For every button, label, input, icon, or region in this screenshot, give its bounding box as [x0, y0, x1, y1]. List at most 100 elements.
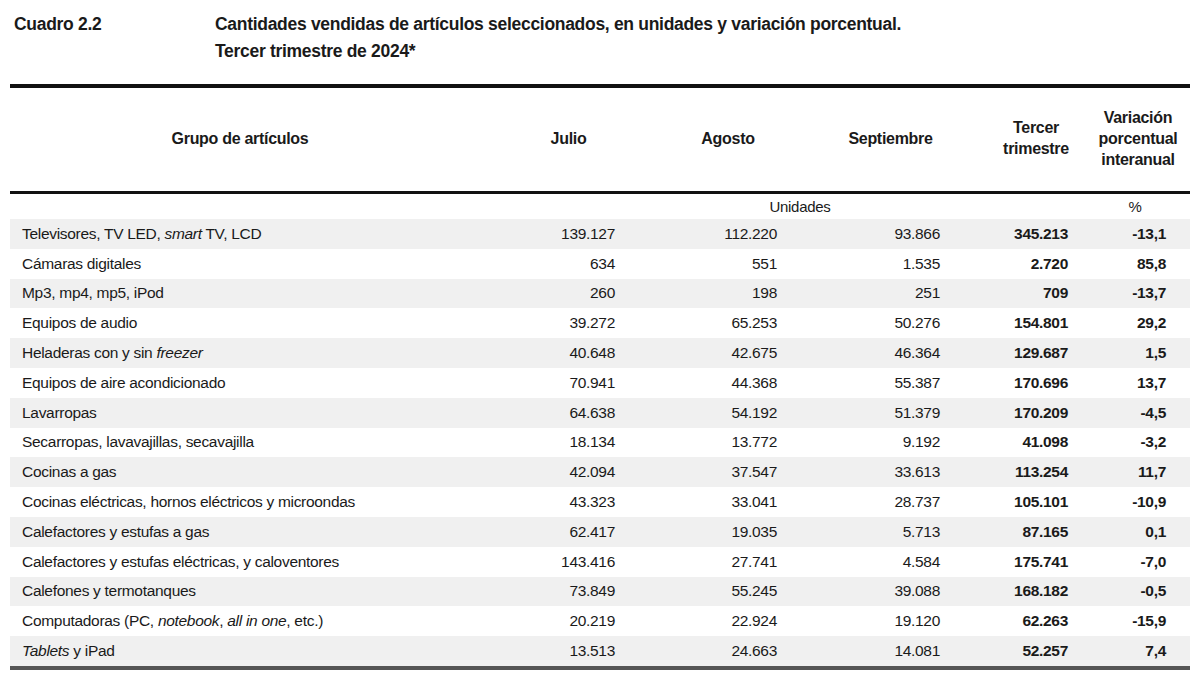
julio-value: 139.127: [470, 219, 627, 249]
trimestre-value: 2.720: [952, 249, 1080, 279]
trimestre-value: 52.257: [952, 636, 1080, 666]
julio-value: 62.417: [470, 517, 627, 547]
septiembre-value: 28.737: [789, 487, 952, 517]
table-row: Cocinas a gas 42.094 37.547 33.613 113.2…: [10, 457, 1190, 487]
article-label: Calefactores y estufas eléctricas, y cal…: [10, 547, 470, 577]
julio-value: 260: [470, 279, 627, 309]
table-row: Equipos de audio 39.272 65.253 50.276 15…: [10, 308, 1190, 338]
table-row: Equipos de aire acondicionado 70.941 44.…: [10, 368, 1190, 398]
trimestre-value: 129.687: [952, 338, 1080, 368]
julio-value: 20.219: [470, 606, 627, 636]
table-row: Tablets y iPad 13.513 24.663 14.081 52.2…: [10, 636, 1190, 666]
julio-value: 39.272: [470, 308, 627, 338]
agosto-value: 55.245: [627, 577, 789, 607]
trimestre-value: 168.182: [952, 577, 1080, 607]
variacion-value: -10,9: [1080, 487, 1190, 517]
agosto-value: 42.675: [627, 338, 789, 368]
septiembre-value: 19.120: [789, 606, 952, 636]
units-subheader-row: Unidades %: [10, 192, 1190, 219]
trimestre-value: 170.209: [952, 398, 1080, 428]
septiembre-value: 55.387: [789, 368, 952, 398]
septiembre-value: 33.613: [789, 457, 952, 487]
septiembre-value: 46.364: [789, 338, 952, 368]
table-title-line2: Tercer trimestre de 2024*: [215, 38, 1186, 65]
trimestre-value: 113.254: [952, 457, 1080, 487]
units-label: Unidades: [470, 192, 1080, 219]
table-title: Cantidades vendidas de artículos selecci…: [215, 11, 1186, 65]
variacion-value: -0,5: [1080, 577, 1190, 607]
agosto-value: 22.924: [627, 606, 789, 636]
agosto-value: 37.547: [627, 457, 789, 487]
table-row: Secarropas, lavavajillas, secavajilla 18…: [10, 428, 1190, 458]
agosto-value: 551: [627, 249, 789, 279]
julio-value: 73.849: [470, 577, 627, 607]
article-label: Mp3, mp4, mp5, iPod: [10, 279, 470, 309]
agosto-value: 198: [627, 279, 789, 309]
table-row: Cocinas eléctricas, hornos eléctricos y …: [10, 487, 1190, 517]
septiembre-value: 5.713: [789, 517, 952, 547]
variacion-value: 0,1: [1080, 517, 1190, 547]
variacion-value: 29,2: [1080, 308, 1190, 338]
statistical-table-page: Cuadro 2.2 Cantidades vendidas de artícu…: [0, 0, 1200, 675]
units-empty-cell: [10, 192, 470, 219]
table-row: Computadoras (PC, notebook, all in one, …: [10, 606, 1190, 636]
article-label: Televisores, TV LED, smart TV, LCD: [10, 219, 470, 249]
agosto-value: 112.220: [627, 219, 789, 249]
agosto-value: 54.192: [627, 398, 789, 428]
bottom-rule: [10, 666, 1190, 670]
variacion-value: -13,7: [1080, 279, 1190, 309]
julio-value: 64.638: [470, 398, 627, 428]
variacion-value: -13,1: [1080, 219, 1190, 249]
variacion-value: -4,5: [1080, 398, 1190, 428]
column-header-septiembre: Septiembre: [789, 88, 952, 192]
variacion-value: 7,4: [1080, 636, 1190, 666]
julio-value: 42.094: [470, 457, 627, 487]
article-label: Equipos de aire acondicionado: [10, 368, 470, 398]
julio-value: 70.941: [470, 368, 627, 398]
julio-value: 18.134: [470, 428, 627, 458]
article-label: Calefactores y estufas a gas: [10, 517, 470, 547]
julio-value: 40.648: [470, 338, 627, 368]
septiembre-value: 51.379: [789, 398, 952, 428]
table-row: Mp3, mp4, mp5, iPod 260 198 251 709 -13,…: [10, 279, 1190, 309]
table-row: Heladeras con y sin freezer 40.648 42.67…: [10, 338, 1190, 368]
table-row: Calefactores y estufas eléctricas, y cal…: [10, 547, 1190, 577]
article-label: Lavarropas: [10, 398, 470, 428]
article-label: Tablets y iPad: [10, 636, 470, 666]
agosto-value: 27.741: [627, 547, 789, 577]
column-header-grupo: Grupo de artículos: [10, 88, 470, 192]
septiembre-value: 93.866: [789, 219, 952, 249]
table-title-line1: Cantidades vendidas de artículos selecci…: [215, 11, 1186, 38]
table-row: Calefactores y estufas a gas 62.417 19.0…: [10, 517, 1190, 547]
article-label: Cocinas eléctricas, hornos eléctricos y …: [10, 487, 470, 517]
septiembre-value: 39.088: [789, 577, 952, 607]
table-row: Calefones y termotanques 73.849 55.245 3…: [10, 577, 1190, 607]
trimestre-value: 154.801: [952, 308, 1080, 338]
article-label: Computadoras (PC, notebook, all in one, …: [10, 606, 470, 636]
table-title-block: Cuadro 2.2 Cantidades vendidas de artícu…: [0, 0, 1200, 65]
column-header-julio: Julio: [470, 88, 627, 192]
trimestre-value: 345.213: [952, 219, 1080, 249]
variacion-value: -7,0: [1080, 547, 1190, 577]
agosto-value: 19.035: [627, 517, 789, 547]
trimestre-value: 709: [952, 279, 1080, 309]
percent-label: %: [1080, 192, 1190, 219]
column-header-variacion: Variación porcentual interanual: [1080, 88, 1190, 192]
table-row: Lavarropas 64.638 54.192 51.379 170.209 …: [10, 398, 1190, 428]
variacion-value: 13,7: [1080, 368, 1190, 398]
trimestre-value: 41.098: [952, 428, 1080, 458]
variacion-value: -3,2: [1080, 428, 1190, 458]
column-header-tercer-trimestre: Tercer trimestre: [952, 88, 1080, 192]
septiembre-value: 14.081: [789, 636, 952, 666]
article-label: Secarropas, lavavajillas, secavajilla: [10, 428, 470, 458]
variacion-value: 85,8: [1080, 249, 1190, 279]
variacion-value: -15,9: [1080, 606, 1190, 636]
column-header-agosto: Agosto: [627, 88, 789, 192]
agosto-value: 44.368: [627, 368, 789, 398]
article-label: Equipos de audio: [10, 308, 470, 338]
septiembre-value: 251: [789, 279, 952, 309]
agosto-value: 65.253: [627, 308, 789, 338]
trimestre-value: 62.263: [952, 606, 1080, 636]
julio-value: 43.323: [470, 487, 627, 517]
agosto-value: 13.772: [627, 428, 789, 458]
